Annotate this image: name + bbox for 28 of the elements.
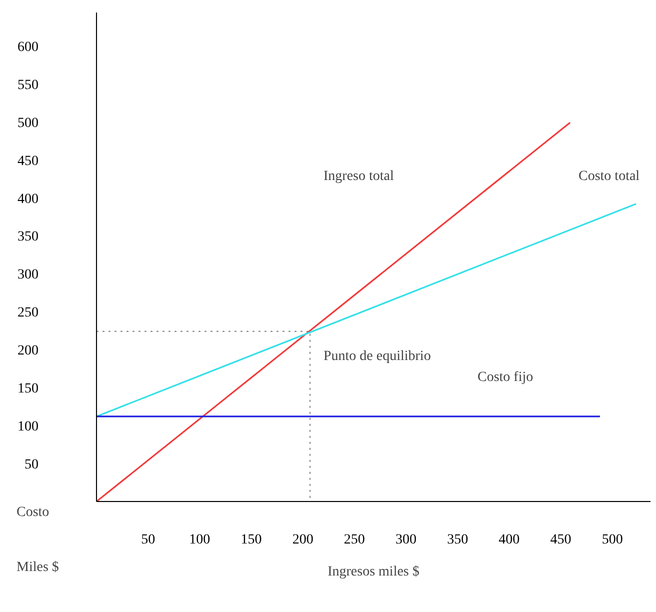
y-tick-label: 150	[18, 382, 38, 397]
y-tick-label: 350	[18, 230, 38, 245]
y-tick-label: 300	[18, 268, 38, 283]
y-tick-label: 100	[18, 420, 38, 435]
text: Costo Miles $	[16, 505, 59, 575]
y-tick-label: 250	[18, 306, 38, 321]
y-tick-label: 500	[18, 116, 38, 131]
x-tick-label: 250	[344, 532, 365, 548]
x-tick-label: 150	[240, 532, 262, 548]
x-tick-label: 50	[141, 532, 156, 548]
y-tick-label: 200	[18, 344, 38, 359]
y-tick-label: 550	[18, 78, 38, 93]
x-tick-label: 350	[447, 532, 468, 548]
annotation: Costo total	[578, 169, 640, 184]
annotation: Punto de equilibrio	[324, 349, 431, 364]
x-tick-label: 200	[292, 532, 314, 548]
x-tick-label: 500	[602, 532, 623, 548]
y-tick-label: 450	[18, 154, 38, 169]
x-tick-label: 400	[498, 532, 520, 548]
annotation: Ingreso total	[324, 169, 394, 184]
y-tick-label: 600	[18, 40, 38, 55]
x-tick-label: 100	[189, 532, 210, 548]
x-tick-label: 450	[550, 532, 572, 548]
x-tick-label: 300	[395, 532, 416, 548]
annotation: Costo fijo	[478, 370, 534, 385]
x-axis-title: Ingresos miles $	[328, 564, 420, 580]
y-tick-label: 400	[18, 192, 38, 207]
y-tick-label: 50	[24, 458, 38, 473]
